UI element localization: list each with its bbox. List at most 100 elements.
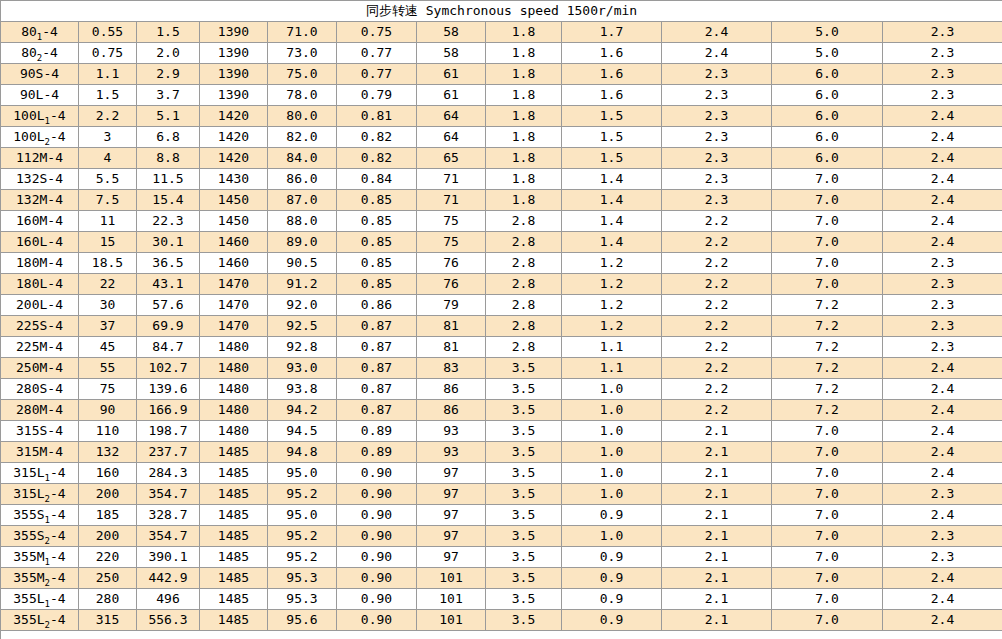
value-cell: 75	[417, 232, 486, 253]
value-cell: 11.5	[137, 169, 200, 190]
value-cell: 92.5	[268, 316, 337, 337]
value-cell: 2.8	[486, 211, 562, 232]
value-cell: 2.3	[662, 169, 772, 190]
model-cell: 802-4	[1, 43, 79, 64]
value-cell: 11	[79, 211, 137, 232]
value-cell: 84.7	[137, 337, 200, 358]
table-row: 180M-418.536.5146090.50.85762.81.22.27.0…	[1, 253, 1002, 274]
value-cell: 1.4	[562, 190, 662, 211]
value-cell: 2.1	[662, 484, 772, 505]
partial-empty-cell	[1, 631, 1002, 639]
value-cell: 101	[417, 589, 486, 610]
value-cell: 7.5	[79, 190, 137, 211]
value-cell: 0.90	[337, 484, 417, 505]
value-cell: 4	[79, 148, 137, 169]
value-cell: 185	[79, 505, 137, 526]
model-cell: 200L-4	[1, 295, 79, 316]
value-cell: 160	[79, 463, 137, 484]
value-cell: 2.2	[662, 316, 772, 337]
value-cell: 1470	[200, 274, 268, 295]
table-row: 225S-43769.9147092.50.87812.81.22.27.22.…	[1, 316, 1002, 337]
table-row: 315M-4132237.7148594.80.89933.51.02.17.0…	[1, 442, 1002, 463]
value-cell: 0.87	[337, 337, 417, 358]
value-cell: 75	[79, 379, 137, 400]
value-cell: 43.1	[137, 274, 200, 295]
value-cell: 1470	[200, 295, 268, 316]
model-cell: 180L-4	[1, 274, 79, 295]
value-cell: 86.0	[268, 169, 337, 190]
value-cell: 7.0	[772, 505, 883, 526]
value-cell: 92.8	[268, 337, 337, 358]
value-cell: 2.1	[662, 589, 772, 610]
model-cell: 160M-4	[1, 211, 79, 232]
value-cell: 2.4	[883, 127, 1002, 148]
model-cell: 132M-4	[1, 190, 79, 211]
value-cell: 328.7	[137, 505, 200, 526]
value-cell: 97	[417, 484, 486, 505]
value-cell: 1.8	[486, 190, 562, 211]
model-cell: 355L2-4	[1, 610, 79, 631]
value-cell: 71	[417, 169, 486, 190]
value-cell: 3	[79, 127, 137, 148]
value-cell: 1480	[200, 358, 268, 379]
value-cell: 315	[79, 610, 137, 631]
value-cell: 1485	[200, 547, 268, 568]
table-row: 100L1-42.25.1142080.00.81641.81.52.36.02…	[1, 106, 1002, 127]
value-cell: 1.6	[562, 64, 662, 85]
value-cell: 2.0	[137, 43, 200, 64]
value-cell: 76	[417, 253, 486, 274]
value-cell: 0.89	[337, 421, 417, 442]
value-cell: 7.0	[772, 232, 883, 253]
value-cell: 64	[417, 127, 486, 148]
value-cell: 1.0	[562, 526, 662, 547]
value-cell: 0.90	[337, 526, 417, 547]
value-cell: 2.4	[662, 43, 772, 64]
model-subscript: 1	[45, 473, 50, 483]
value-cell: 0.86	[337, 295, 417, 316]
value-cell: 71.0	[268, 22, 337, 43]
value-cell: 2.2	[662, 232, 772, 253]
value-cell: 2.2	[79, 106, 137, 127]
value-cell: 2.3	[883, 295, 1002, 316]
value-cell: 95.6	[268, 610, 337, 631]
value-cell: 101	[417, 610, 486, 631]
value-cell: 57.6	[137, 295, 200, 316]
value-cell: 2.4	[883, 463, 1002, 484]
value-cell: 0.87	[337, 358, 417, 379]
value-cell: 86	[417, 400, 486, 421]
value-cell: 2.1	[662, 610, 772, 631]
table-row: 180L-42243.1147091.20.85762.81.22.27.02.…	[1, 274, 1002, 295]
value-cell: 101	[417, 568, 486, 589]
model-cell: 280M-4	[1, 400, 79, 421]
value-cell: 1480	[200, 421, 268, 442]
value-cell: 88.0	[268, 211, 337, 232]
value-cell: 1485	[200, 484, 268, 505]
value-cell: 3.5	[486, 379, 562, 400]
value-cell: 8.8	[137, 148, 200, 169]
value-cell: 1.8	[486, 169, 562, 190]
value-cell: 1480	[200, 400, 268, 421]
value-cell: 95.0	[268, 463, 337, 484]
value-cell: 3.5	[486, 505, 562, 526]
value-cell: 73.0	[268, 43, 337, 64]
value-cell: 64	[417, 106, 486, 127]
value-cell: 7.2	[772, 400, 883, 421]
value-cell: 2.8	[486, 274, 562, 295]
table-row: 280S-475139.6148093.80.87863.51.02.27.22…	[1, 379, 1002, 400]
model-cell: 280S-4	[1, 379, 79, 400]
value-cell: 55	[79, 358, 137, 379]
value-cell: 7.0	[772, 190, 883, 211]
model-cell: 90L-4	[1, 85, 79, 106]
value-cell: 3.7	[137, 85, 200, 106]
value-cell: 1.1	[562, 337, 662, 358]
value-cell: 22	[79, 274, 137, 295]
value-cell: 71	[417, 190, 486, 211]
value-cell: 2.2	[662, 358, 772, 379]
value-cell: 556.3	[137, 610, 200, 631]
table-row: 802-40.752.0139073.00.77581.81.62.45.02.…	[1, 43, 1002, 64]
value-cell: 2.4	[883, 106, 1002, 127]
value-cell: 2.4	[883, 610, 1002, 631]
value-cell: 83	[417, 358, 486, 379]
value-cell: 2.2	[662, 211, 772, 232]
value-cell: 2.4	[883, 442, 1002, 463]
